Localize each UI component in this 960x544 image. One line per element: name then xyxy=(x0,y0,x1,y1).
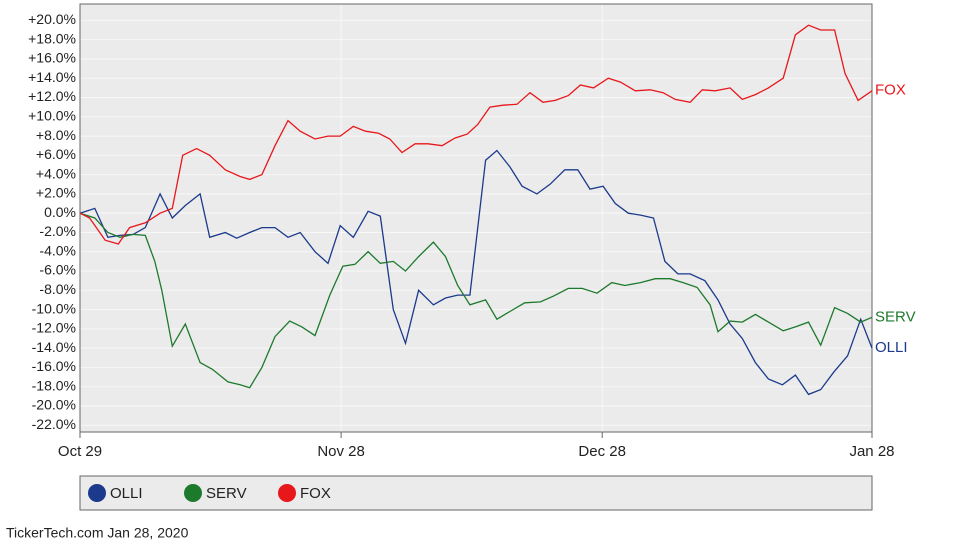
y-tick-label: -16.0% xyxy=(32,358,76,374)
y-tick-label: -12.0% xyxy=(32,320,76,336)
y-tick-label: +16.0% xyxy=(28,50,76,66)
x-tick-label: Jan 28 xyxy=(849,443,894,460)
source: TickerTech.com Jan 28, 2020 xyxy=(6,525,189,541)
series-end-label: OLLI xyxy=(875,339,908,356)
y-tick-label: +14.0% xyxy=(28,69,76,85)
series-end-label: FOX xyxy=(875,82,906,99)
y-tick-label: +2.0% xyxy=(36,185,76,201)
legend-marker xyxy=(88,484,106,502)
y-tick-label: 0.0% xyxy=(44,204,76,220)
legend-box xyxy=(79,475,873,511)
y-tick-label: -22.0% xyxy=(32,416,76,432)
x-tick-label: Oct 29 xyxy=(58,443,102,460)
x-tick-label: Nov 28 xyxy=(317,443,365,460)
y-tick-label: -2.0% xyxy=(39,223,76,239)
legend-marker xyxy=(278,484,296,502)
legend-label: OLLI xyxy=(110,485,143,502)
series-end-label: SERV xyxy=(875,308,916,325)
y-tick-label: -6.0% xyxy=(39,262,76,278)
y-tick-label: +8.0% xyxy=(36,127,76,143)
y-tick-label: +18.0% xyxy=(28,30,76,46)
y-tick-label: -14.0% xyxy=(32,339,76,355)
y-tick-label: -4.0% xyxy=(39,242,76,258)
plot-border xyxy=(79,3,873,433)
y-tick-label: +10.0% xyxy=(28,107,76,123)
y-tick-label: +6.0% xyxy=(36,146,76,162)
legend-label: FOX xyxy=(300,485,331,502)
y-tick-label: +20.0% xyxy=(28,11,76,27)
line-series xyxy=(79,24,873,245)
line-series xyxy=(79,149,873,396)
line-series xyxy=(79,212,873,389)
legend-marker xyxy=(184,484,202,502)
y-tick-label: -20.0% xyxy=(32,397,76,413)
x-tick-label: Dec 28 xyxy=(578,443,626,460)
y-tick-label: -18.0% xyxy=(32,377,76,393)
y-tick-label: +4.0% xyxy=(36,165,76,181)
y-tick-label: +12.0% xyxy=(28,88,76,104)
legend-label: SERV xyxy=(206,485,247,502)
y-tick-label: -10.0% xyxy=(32,300,76,316)
y-tick-label: -8.0% xyxy=(39,281,76,297)
plot-area xyxy=(79,3,873,433)
